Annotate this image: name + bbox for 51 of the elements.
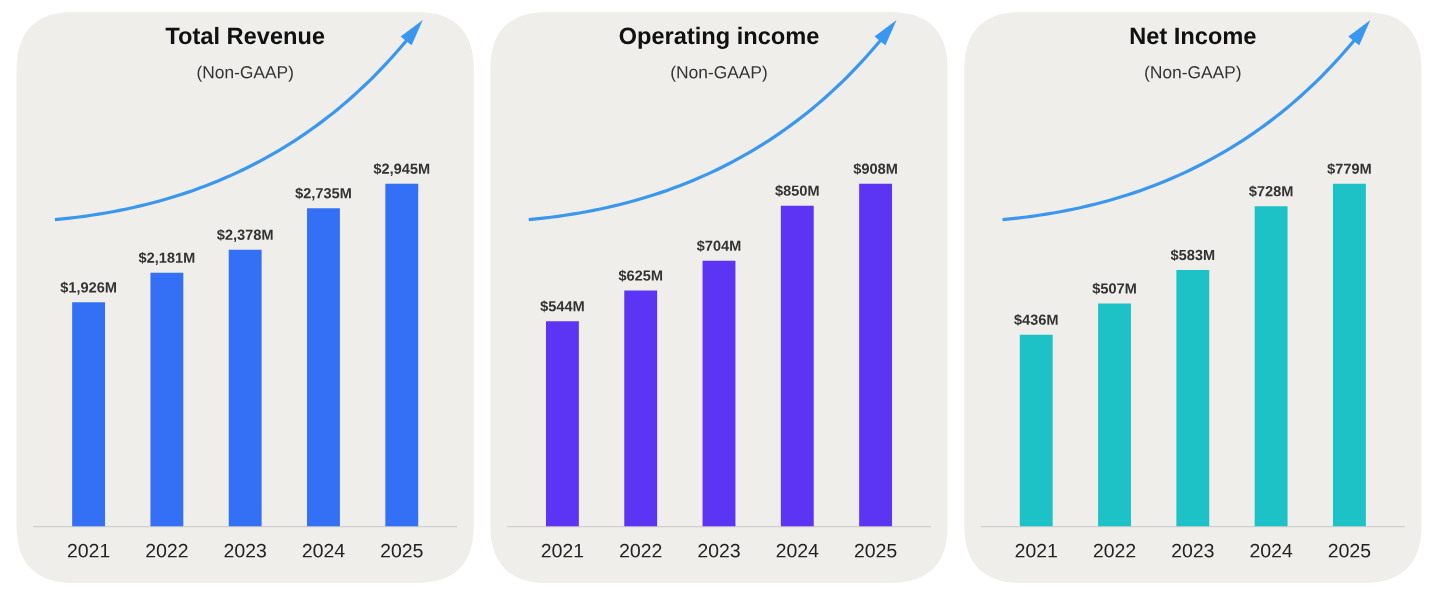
bar	[859, 183, 893, 527]
data-label: $1,926M	[60, 281, 116, 295]
x-tick-label: 2024	[302, 543, 345, 558]
chart-title: Operating income	[619, 26, 819, 49]
x-tick-label: 2022	[1093, 543, 1136, 558]
data-label: $625M	[618, 269, 663, 282]
data-label: $728M	[1249, 185, 1293, 198]
x-tick-label: 2022	[620, 543, 662, 558]
data-label: $544M	[540, 300, 584, 313]
x-tick-label: 2023	[224, 543, 266, 558]
data-label: $2,378M	[217, 228, 273, 243]
chart-subtitle: (Non-GAAP)	[197, 65, 293, 82]
bar	[624, 290, 658, 527]
x-tick-label: 2021	[1015, 543, 1057, 558]
bar	[385, 183, 419, 527]
x-tick-label: 2025	[854, 543, 897, 558]
bar	[702, 260, 736, 527]
x-tick-label: 2021	[67, 543, 110, 558]
bar	[545, 321, 579, 527]
chart-subtitle: (Non-GAAP)	[671, 65, 767, 82]
data-label: $2,735M	[295, 187, 351, 201]
data-label: $583M	[1170, 249, 1215, 262]
chart-title: Total Revenue	[165, 26, 325, 45]
bar	[1332, 183, 1366, 527]
data-label: $850M	[775, 184, 819, 197]
x-tick-label: 2024	[1250, 543, 1293, 558]
data-label: $507M	[1092, 282, 1136, 295]
x-tick-label: 2022	[146, 543, 188, 558]
bar	[780, 205, 814, 527]
data-label: $779M	[1327, 162, 1371, 175]
bar	[1098, 303, 1131, 527]
x-tick-label: 2024	[776, 543, 819, 558]
x-tick-label: 2023	[1172, 543, 1214, 558]
x-tick-label: 2025	[1328, 543, 1371, 558]
bar	[72, 302, 106, 527]
x-tick-label: 2023	[698, 543, 740, 558]
data-label: $2,181M	[138, 251, 195, 265]
x-tick-label: 2021	[541, 543, 584, 558]
chart-title: Net Income	[1130, 27, 1256, 45]
bar	[307, 208, 340, 527]
data-label: $2,945M	[373, 162, 430, 177]
chart-subtitle: (Non-GAAP)	[1145, 65, 1241, 82]
bar	[1254, 206, 1288, 527]
x-tick-label: 2025	[381, 543, 423, 558]
data-label: $704M	[696, 239, 741, 252]
data-label: $436M	[1014, 313, 1058, 326]
data-label: $908M	[853, 162, 897, 175]
bar	[1176, 270, 1210, 527]
bar	[228, 249, 262, 527]
bar	[150, 272, 184, 527]
bar	[1019, 334, 1053, 527]
